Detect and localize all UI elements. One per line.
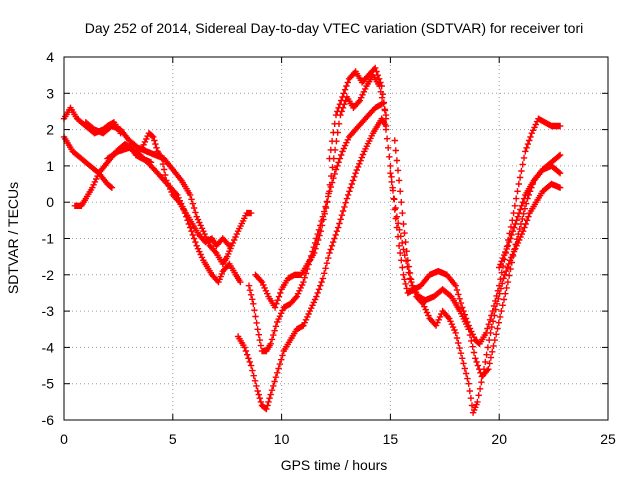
x-tick-label: 20 xyxy=(491,431,507,447)
x-tick-labels: 0 5 10 15 20 25 xyxy=(60,431,616,447)
y-tick-label: -6 xyxy=(42,412,55,428)
series-track-f xyxy=(139,130,233,249)
series-markers xyxy=(139,130,233,249)
series-markers xyxy=(382,115,564,347)
series-track-k xyxy=(382,115,564,347)
y-tick-labels: -6 -5 -4 -3 -2 -1 0 1 2 3 4 xyxy=(42,49,55,428)
x-axis-label: GPS time / hours xyxy=(281,457,388,473)
x-tick-label: 0 xyxy=(60,431,68,447)
plot-frame xyxy=(63,56,609,421)
series-track-i xyxy=(252,72,390,311)
y-axis-label: SDTVAR / TECUs xyxy=(5,182,21,294)
y-tick-label: -2 xyxy=(42,267,55,283)
y-tick-label: 3 xyxy=(46,85,54,101)
y-tick-label: -5 xyxy=(42,376,55,392)
x-tick-label: 10 xyxy=(274,431,290,447)
series-markers xyxy=(252,72,390,311)
series-markers xyxy=(245,101,385,355)
y-tick-label: -3 xyxy=(42,303,55,319)
y-tick-label: 4 xyxy=(46,49,54,65)
chart-title: Day 252 of 2014, Sidereal Day-to-day VTE… xyxy=(85,20,584,36)
y-tick-label: 1 xyxy=(46,158,54,174)
series-track-g xyxy=(234,115,390,413)
series-track-n xyxy=(496,162,564,271)
y-tick-label: -4 xyxy=(42,339,55,355)
y-tick-label: 2 xyxy=(46,122,54,138)
series-track-h xyxy=(245,101,385,355)
series-markers xyxy=(60,104,124,137)
series-layer xyxy=(60,64,564,416)
series-track-m xyxy=(387,170,564,416)
series-track-j xyxy=(326,64,390,162)
x-tick-label: 25 xyxy=(600,431,616,447)
series-markers xyxy=(387,170,564,416)
x-tick-label: 15 xyxy=(383,431,399,447)
x-tick-label: 5 xyxy=(169,431,177,447)
series-track-a xyxy=(60,104,124,137)
series-markers xyxy=(234,115,390,413)
y-tick-label: -1 xyxy=(42,231,55,247)
series-markers xyxy=(326,64,390,162)
y-tick-label: 0 xyxy=(46,194,54,210)
series-markers xyxy=(496,162,564,271)
